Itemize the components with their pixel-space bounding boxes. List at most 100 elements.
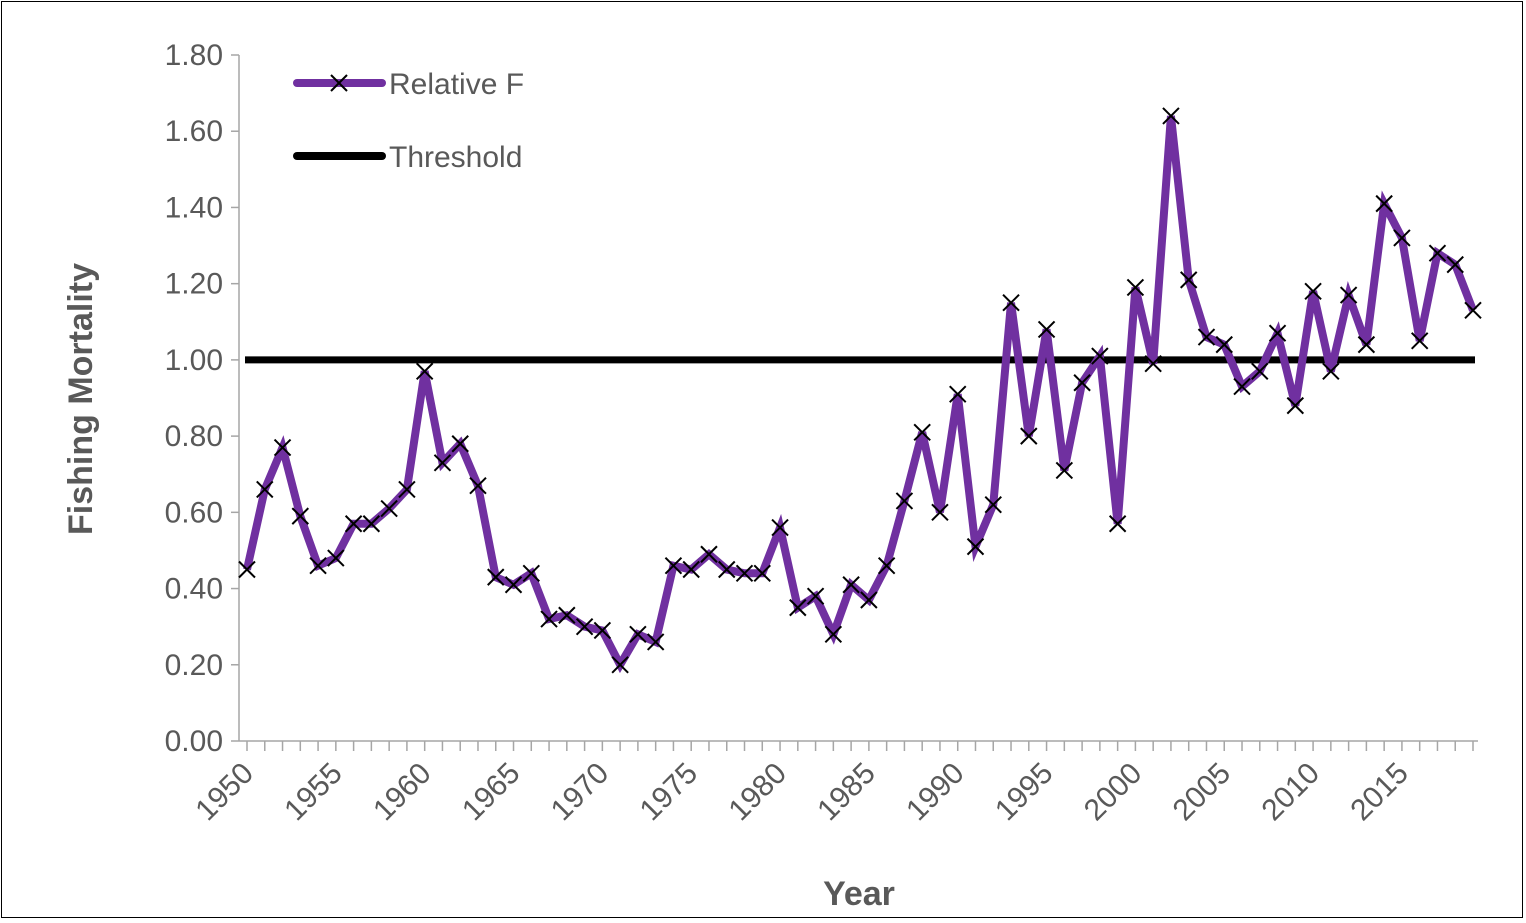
marker-stroke xyxy=(1375,194,1393,213)
marker-stroke xyxy=(1091,347,1109,365)
relative-f-point xyxy=(913,423,931,442)
relative-f-point xyxy=(1073,374,1091,392)
relative-f-point xyxy=(966,537,985,556)
y-tick-label: 0.40 xyxy=(165,573,223,606)
x-tick-label: 1980 xyxy=(722,757,793,828)
relative-f-point xyxy=(664,556,683,575)
relative-f-point xyxy=(451,435,469,453)
x-tick-label: 1965 xyxy=(456,757,527,828)
marker-stroke xyxy=(931,503,949,522)
relative-f-point xyxy=(1428,244,1447,262)
marker-stroke xyxy=(771,518,789,537)
marker-stroke xyxy=(753,564,771,583)
relative-f-point xyxy=(629,625,647,643)
marker-stroke xyxy=(362,515,381,533)
relative-f-point xyxy=(753,564,771,583)
marker-stroke xyxy=(330,74,348,92)
x-tick-label: 1950 xyxy=(189,757,260,828)
y-tick-label: 1.40 xyxy=(165,191,223,224)
relative-f-point xyxy=(309,556,327,575)
y-tick-labels: 0.00 0.20 0.40 0.60 0.80 1.00 1.20 1.40 1.60 1.80 xyxy=(165,39,223,758)
marker-stroke xyxy=(949,385,967,403)
relative-f-point xyxy=(344,515,363,533)
marker-stroke xyxy=(1464,301,1482,320)
marker-stroke xyxy=(415,362,434,381)
relative-f-point xyxy=(895,492,914,510)
marker-stroke xyxy=(1393,229,1411,247)
marker-stroke xyxy=(504,576,523,594)
marker-stroke xyxy=(1446,255,1464,274)
relative-f-point xyxy=(700,545,718,563)
marker-stroke xyxy=(664,556,683,575)
x-tick-labels: 1950 1955 1960 1965 1970 1975 1980 1985 1990 1995… xyxy=(189,757,1414,828)
relative-f-point xyxy=(1268,324,1287,342)
marker-stroke xyxy=(1215,335,1233,354)
marker-stroke xyxy=(1428,244,1447,262)
marker-stroke xyxy=(1162,107,1180,125)
relative-f-point xyxy=(1055,461,1074,480)
y-tick-label: 0.80 xyxy=(165,420,223,453)
marker-stroke xyxy=(1322,362,1340,381)
y-axis-title: Fishing Mortality xyxy=(62,263,100,535)
relative-f-point xyxy=(380,499,398,518)
relative-f-point xyxy=(1002,294,1020,312)
relative-f-point xyxy=(1144,354,1162,373)
marker-stroke xyxy=(1268,324,1287,342)
marker-stroke xyxy=(575,617,594,636)
relative-f-point xyxy=(771,518,789,537)
marker-stroke xyxy=(629,625,647,643)
marker-stroke xyxy=(1357,335,1376,354)
marker-stroke xyxy=(1251,362,1269,381)
marker-stroke xyxy=(646,633,665,651)
marker-stroke xyxy=(1144,354,1162,373)
relative-f-point xyxy=(487,568,505,586)
marker-stroke xyxy=(806,587,825,605)
relative-f-point xyxy=(806,587,825,605)
x-tick-label: 1990 xyxy=(900,757,971,828)
marker-stroke xyxy=(256,480,274,499)
marker-stroke xyxy=(1410,332,1429,350)
relative-f-point xyxy=(860,591,878,609)
x-tick-label: 2005 xyxy=(1167,757,1238,828)
relative-f-point xyxy=(1464,301,1482,320)
relative-f-point xyxy=(540,610,558,628)
y-tick-label: 1.20 xyxy=(165,268,223,301)
marker-stroke xyxy=(309,556,327,575)
relative-f-point xyxy=(327,549,345,567)
marker-stroke xyxy=(1108,515,1127,533)
marker-stroke xyxy=(1055,461,1074,480)
marker-stroke xyxy=(1304,282,1322,300)
y-tick-label: 0.60 xyxy=(165,496,223,529)
relative-f-point xyxy=(1375,194,1393,213)
y-tick-label: 1.00 xyxy=(165,344,223,377)
marker-stroke xyxy=(1126,278,1145,297)
y-tick-label: 1.60 xyxy=(165,115,223,148)
relative-f-point xyxy=(1410,332,1429,350)
relative-f-point xyxy=(273,438,292,457)
marker-stroke xyxy=(1020,427,1038,445)
y-tick-label: 0.00 xyxy=(165,725,223,758)
relative-f-point xyxy=(1037,320,1056,339)
y-tick-label: 0.20 xyxy=(165,649,223,682)
relative-f-point xyxy=(949,385,967,403)
marker-stroke xyxy=(1286,396,1305,415)
marker-stroke xyxy=(860,591,878,609)
marker-stroke xyxy=(1180,271,1198,289)
marker-stroke xyxy=(327,549,345,567)
marker-stroke xyxy=(540,610,558,628)
relative-f-point xyxy=(646,633,665,651)
relative-f-point xyxy=(1108,515,1127,533)
marker-stroke xyxy=(842,576,860,594)
relative-f-point xyxy=(1322,362,1340,381)
marker-stroke xyxy=(433,454,452,472)
relative-f-point xyxy=(504,576,523,594)
x-tick-label: 1995 xyxy=(989,757,1060,828)
relative-f-point xyxy=(1126,278,1145,297)
marker-stroke xyxy=(682,560,700,579)
relative-f-point xyxy=(415,362,434,381)
relative-f-point xyxy=(362,515,381,533)
legend-label-threshold: Threshold xyxy=(389,141,522,174)
relative-f-point xyxy=(735,564,754,583)
